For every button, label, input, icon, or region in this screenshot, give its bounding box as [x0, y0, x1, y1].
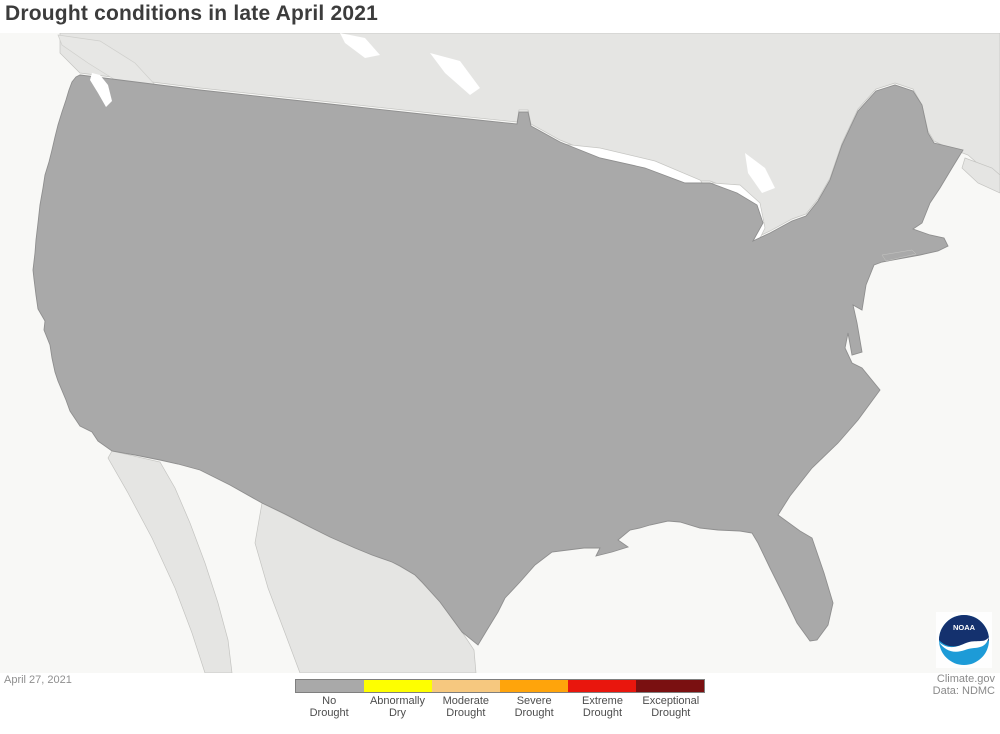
legend-label-abnormally-dry: Abnormally Dry: [369, 695, 425, 719]
source-credits: Climate.gov Data: NDMC: [933, 673, 995, 697]
drought-legend: No Drought Abnormally Dry Moderate Drought Sev…: [295, 679, 705, 719]
georgian-bay: [745, 153, 775, 193]
noaa-logo-text: NOAA: [953, 623, 976, 632]
legend-label-extreme-drought: Extreme Drought: [581, 695, 623, 719]
legend-swatch-extreme-drought: [568, 680, 636, 692]
canada-lake: [430, 53, 480, 95]
map-date-label: April 27, 2021: [4, 674, 72, 686]
legend-swatch-moderate-drought: [432, 680, 500, 692]
source-line-2: Data: NDMC: [932, 685, 995, 697]
noaa-logo: NOAA: [936, 612, 992, 668]
legend-label-moderate-drought: Moderate Drought: [442, 695, 490, 719]
legend-color-bar: [295, 679, 705, 693]
legend-swatch-abnormally-dry: [364, 680, 432, 692]
baja-california: [107, 450, 233, 673]
us-drought-map: [0, 33, 1000, 673]
legend-labels: No Drought Abnormally Dry Moderate Drought Sev…: [295, 695, 705, 719]
long-island: [881, 249, 917, 262]
canada-lake: [340, 33, 380, 58]
legend-label-no-drought: No Drought: [309, 695, 349, 719]
legend-label-exceptional-drought: Exceptional Drought: [642, 695, 700, 719]
drought-map-svg: [0, 33, 1000, 673]
legend-label-severe-drought: Severe Drought: [514, 695, 554, 719]
legend-swatch-no-drought: [296, 680, 364, 692]
legend-swatch-exceptional-drought: [636, 680, 704, 692]
puget-sound: [90, 73, 112, 107]
nova-scotia: [961, 157, 1000, 194]
source-line-1: Climate.gov: [936, 673, 995, 685]
page-title: Drought conditions in late April 2021: [5, 2, 378, 25]
legend-swatch-severe-drought: [500, 680, 568, 692]
